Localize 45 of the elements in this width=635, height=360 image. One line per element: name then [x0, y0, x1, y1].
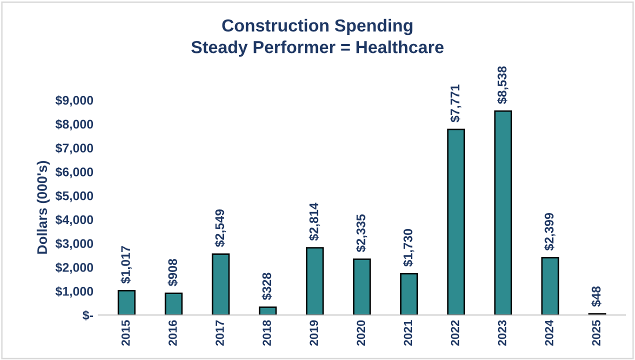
- bar: [258, 306, 277, 315]
- x-tick-label: 2015: [121, 320, 130, 346]
- x-tick-label: 2017: [216, 320, 224, 346]
- data-label: $2,814: [308, 202, 320, 241]
- bar: [447, 128, 465, 315]
- bar: [400, 272, 418, 315]
- y-tick-label: $4,000: [56, 214, 94, 226]
- y-tick-label: $-: [82, 310, 94, 320]
- chart-subtitle: Steady Performer = Healthcare: [191, 40, 444, 57]
- data-label: $1,017: [120, 246, 132, 284]
- y-tick-label: $5,000: [56, 190, 94, 202]
- x-tick-label: 2018: [262, 320, 272, 346]
- x-tick-label: 2021: [404, 320, 412, 346]
- y-tick-label: $6,000: [56, 166, 94, 178]
- data-label: $8,538: [497, 66, 508, 104]
- y-tick-label: $9,000: [56, 95, 94, 107]
- y-tick-label: $8,000: [56, 119, 94, 130]
- data-label: $908: [168, 258, 178, 286]
- data-label: $2,549: [214, 209, 226, 248]
- bar: [118, 290, 136, 315]
- x-tick-label: 2020: [356, 320, 366, 346]
- bar: [494, 110, 512, 315]
- y-axis-title: Dollars (000's): [36, 161, 50, 254]
- x-tick-label: 2019: [310, 320, 318, 346]
- data-label: $2,399: [544, 213, 556, 251]
- bar: [164, 292, 183, 315]
- y-tick-label: $1,000: [56, 286, 94, 298]
- x-tick-label: 2025: [592, 320, 600, 346]
- x-tick-label: 2024: [544, 320, 554, 346]
- data-label: $7,771: [450, 84, 462, 122]
- y-tick-label: $3,000: [56, 238, 94, 250]
- bar: [353, 258, 371, 315]
- data-label: $2,335: [356, 214, 368, 252]
- x-tick-label: 2023: [498, 320, 506, 346]
- bar: [306, 247, 324, 315]
- data-label: $328: [262, 272, 272, 300]
- y-tick-label: $7,000: [56, 143, 94, 154]
- data-label: $48: [591, 286, 602, 307]
- chart-title: Construction Spending: [222, 18, 412, 36]
- bar: [212, 253, 230, 315]
- x-tick-label: 2022: [450, 320, 460, 346]
- x-tick-label: 2016: [168, 320, 177, 346]
- bar: [541, 257, 560, 315]
- y-tick-label: $2,000: [56, 262, 94, 274]
- data-label: $1,730: [402, 229, 414, 267]
